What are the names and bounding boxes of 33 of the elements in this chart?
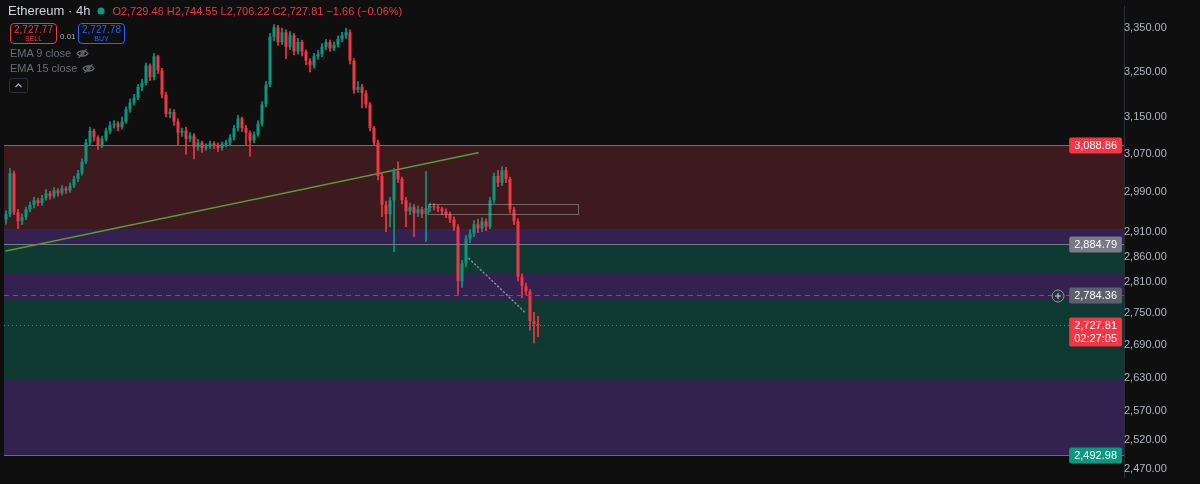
- annotation: 0.01: [60, 32, 76, 41]
- y-tick-label: 3,070.00: [1124, 147, 1167, 160]
- candlestick: [180, 127, 184, 137]
- annotation: 2,727.77: [14, 23, 53, 35]
- ref-line-label: 2,727.81 02:27:05: [1074, 318, 1117, 344]
- y-tick-label: 3,350.00: [1124, 21, 1167, 34]
- y-tick-label: 2,570.00: [1124, 404, 1167, 417]
- y-tick-label: 2,750.00: [1124, 306, 1167, 319]
- candlestick: [168, 108, 172, 119]
- candlestick: [112, 120, 116, 129]
- ref-line-label: 2,884.79: [1074, 237, 1117, 250]
- chart-subtitle: O2,729.46 H2,744.55 L2,706.22 C2,727.81 −1.66 (−0.06%): [112, 4, 403, 18]
- y-tick-label: 2,810.00: [1124, 275, 1167, 288]
- y-tick-label: 3,250.00: [1124, 64, 1167, 77]
- candlestick: [424, 170, 428, 242]
- y-tick-label: 2,860.00: [1124, 249, 1167, 262]
- y-tick-label: 2,910.00: [1124, 224, 1167, 237]
- chart-title: Ethereum · 4h: [8, 3, 91, 18]
- annotation: EMA 9 close: [10, 47, 72, 60]
- ref-line-label: 2,492.98: [1074, 448, 1117, 461]
- y-tick-label: 2,630.00: [1124, 370, 1167, 383]
- y-tick-label: 2,690.00: [1124, 338, 1167, 351]
- candlestick: [412, 203, 416, 237]
- y-tick-label: 2,470.00: [1124, 461, 1167, 474]
- y-tick-label: 2,520.00: [1124, 432, 1167, 445]
- candlestick: [360, 84, 364, 109]
- y-tick-label: 3,150.00: [1124, 110, 1167, 123]
- ref-line-label: 2,784.36: [1074, 288, 1117, 301]
- candlestick: [356, 81, 360, 93]
- annotation: 2,727.78: [82, 23, 121, 35]
- y-tick-label: 2,990.00: [1124, 185, 1167, 198]
- annotation: EMA 15 close: [10, 62, 78, 75]
- ref-line-label: 3,088.86: [1074, 138, 1117, 151]
